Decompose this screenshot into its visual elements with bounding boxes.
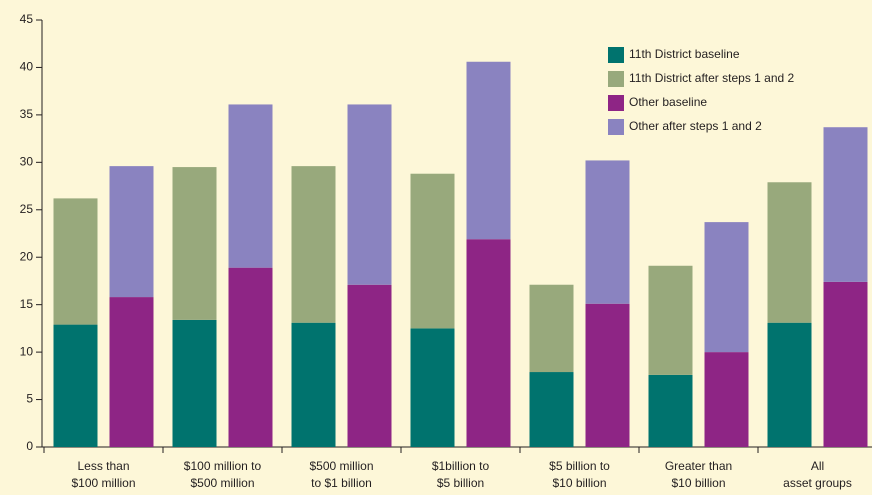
bar-segment: [228, 104, 273, 268]
bar-segment: [704, 222, 749, 353]
x-tick-label: $500 million: [190, 476, 254, 490]
bar-segment: [347, 104, 392, 285]
x-tick-label: All: [811, 459, 824, 473]
legend-swatch: [608, 119, 624, 135]
x-tick-label: asset groups: [783, 476, 852, 490]
legend-label: 11th District baseline: [629, 47, 740, 61]
x-tick-label: $500 million: [309, 459, 373, 473]
bar-segment: [585, 160, 630, 304]
bar-segment: [767, 182, 812, 323]
x-tick-label: $5 billion: [437, 476, 484, 490]
x-tick-label: $100 million: [71, 476, 135, 490]
x-tick-label: Greater than: [665, 459, 732, 473]
bar-segment: [291, 166, 336, 323]
y-tick-label: 10: [20, 344, 34, 358]
bar-segment: [585, 303, 630, 447]
y-tick-label: 0: [26, 439, 33, 453]
legend-label: Other after steps 1 and 2: [629, 119, 762, 133]
y-tick-label: 20: [20, 249, 34, 263]
bar-segment: [767, 322, 812, 447]
x-tick-label: $1billion to: [432, 459, 490, 473]
y-tick-label: 25: [20, 202, 34, 216]
legend-label: 11th District after steps 1 and 2: [629, 71, 795, 85]
y-tick-label: 40: [20, 60, 34, 74]
x-tick-label: $100 million to: [184, 459, 262, 473]
y-tick-label: 30: [20, 155, 34, 169]
bar-segment: [109, 297, 154, 447]
bar-segment: [823, 127, 868, 282]
x-tick-label: Less than: [77, 459, 129, 473]
bar-segment: [291, 322, 336, 447]
y-tick-label: 5: [26, 392, 33, 406]
bar-segment: [529, 284, 574, 373]
bar-segment: [228, 267, 273, 447]
bar-segment: [172, 167, 217, 320]
bar-segment: [466, 61, 511, 240]
bar-segment: [109, 166, 154, 298]
bar-segment: [648, 265, 693, 375]
x-tick-label: $5 billion to: [549, 459, 610, 473]
y-tick-label: 35: [20, 107, 34, 121]
bar-segment: [704, 352, 749, 447]
y-tick-label: 15: [20, 297, 34, 311]
bar-segment: [410, 173, 455, 329]
bar-segment: [529, 372, 574, 447]
legend-swatch: [608, 95, 624, 111]
legend-swatch: [608, 47, 624, 63]
x-tick-label: to $1 billion: [311, 476, 372, 490]
bar-segment: [410, 328, 455, 447]
y-tick-label: 45: [20, 12, 34, 26]
legend-label: Other baseline: [629, 95, 707, 109]
bar-segment: [466, 239, 511, 447]
bar-segment: [347, 284, 392, 447]
x-tick-label: $10 billion: [671, 476, 725, 490]
bar-segment: [648, 374, 693, 447]
legend-swatch: [608, 71, 624, 87]
bar-segment: [53, 198, 98, 325]
bar-segment: [172, 319, 217, 447]
x-tick-label: $10 billion: [552, 476, 606, 490]
bar-segment: [53, 324, 98, 447]
bar-segment: [823, 281, 868, 447]
